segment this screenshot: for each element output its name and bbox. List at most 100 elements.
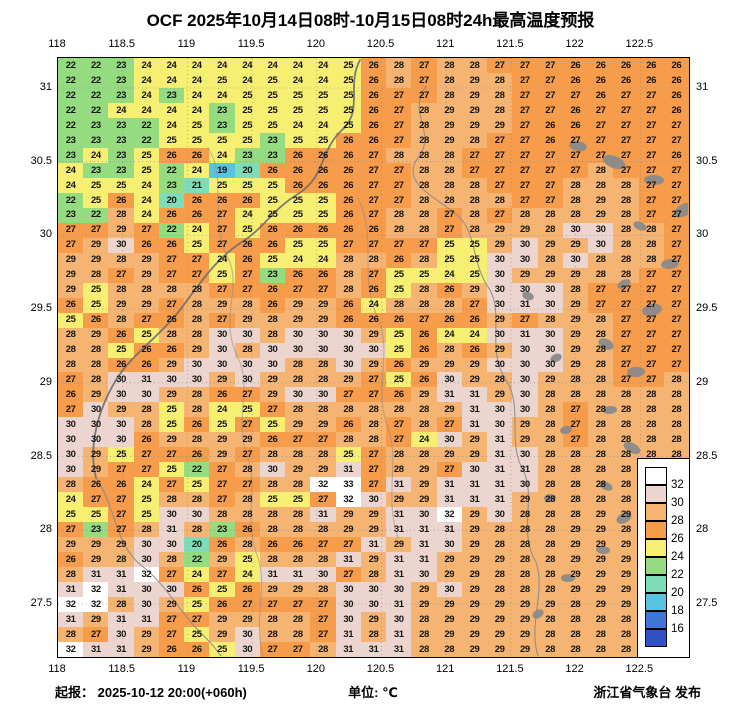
grid-cell: 25	[184, 117, 210, 133]
grid-cell: 25	[259, 492, 286, 508]
grid-cell: 27	[310, 282, 336, 298]
grid-cell: 25	[234, 402, 260, 418]
grid-cell: 27	[386, 87, 412, 103]
grid-cell: 28	[360, 567, 387, 583]
grid-cell: 27	[613, 372, 639, 388]
grid-cell: 27	[663, 222, 689, 238]
grid-cell: 25	[133, 147, 159, 163]
grid-cell: 27	[512, 177, 538, 193]
longitude-tick-label: 122.5	[625, 663, 654, 675]
grid-cell: 27	[259, 597, 286, 613]
grid-cell: 28	[562, 177, 589, 193]
grid-cell: 30	[234, 627, 260, 643]
grid-cell: 30	[386, 612, 412, 628]
grid-cell: 31	[83, 567, 109, 583]
grid-cell: 26	[259, 162, 286, 178]
grid-cell: 26	[335, 297, 361, 313]
grid-cell: 30	[58, 447, 84, 463]
grid-cell: 26	[184, 642, 210, 657]
grid-cell: 29	[234, 312, 260, 328]
grid-cell: 28	[234, 537, 260, 553]
grid-cell: 28	[184, 327, 210, 343]
grid-cell: 25	[184, 237, 210, 253]
longitude-tick-label: 118.5	[108, 663, 136, 675]
grid-cell: 27	[663, 297, 689, 313]
grid-cell: 28	[411, 627, 437, 643]
grid-cell: 28	[588, 642, 614, 657]
grid-cell: 29	[411, 582, 437, 598]
grid-cell: 28	[588, 417, 614, 433]
grid-cell: 28	[588, 327, 614, 343]
grid-cell: 26	[663, 87, 689, 103]
grid-cell: 28	[588, 252, 614, 268]
grid-cell: 28	[613, 627, 639, 643]
grid-cell: 26	[310, 162, 336, 178]
grid-cell: 28	[613, 402, 639, 418]
grid-cell: 30	[310, 327, 336, 343]
grid-cell: 24	[411, 432, 437, 448]
grid-cell: 28	[537, 462, 563, 478]
grid-cell: 31	[83, 642, 109, 657]
grid-cell: 29	[461, 612, 488, 628]
colorbar: 32 30 28 26 24 22 20 18 16	[637, 458, 690, 658]
grid-cell: 28	[461, 132, 488, 148]
grid-cell: 25	[310, 102, 336, 118]
grid-cell: 27	[360, 237, 387, 253]
grid-cell: 27	[638, 312, 664, 328]
grid-cell: 27	[310, 432, 336, 448]
grid-cell: 30	[487, 267, 513, 283]
grid-cell: 27	[487, 162, 513, 178]
grid-cell: 28	[335, 432, 361, 448]
grid-cell: 31	[487, 462, 513, 478]
grid-cell: 26	[259, 237, 286, 253]
grid-cell: 29	[487, 222, 513, 238]
grid-cell: 28	[537, 252, 563, 268]
grid-cell: 27	[234, 477, 260, 493]
grid-cell: 27	[209, 492, 235, 508]
grid-cell: 28	[512, 567, 538, 583]
grid-cell: 24	[209, 58, 235, 73]
grid-cell: 28	[588, 492, 614, 508]
grid-cell: 25	[285, 192, 311, 208]
grid-cell: 30	[158, 372, 185, 388]
grid-cell: 27	[537, 162, 563, 178]
grid-cell: 28	[411, 117, 437, 133]
grid-cell: 27	[209, 207, 235, 223]
grid-cell: 29	[209, 297, 235, 313]
grid-cell: 28	[58, 342, 84, 358]
grid-cell: 28	[133, 417, 159, 433]
grid-cell: 29	[108, 402, 134, 418]
grid-cell: 29	[436, 597, 462, 613]
grid-cell: 27	[638, 162, 664, 178]
grid-cell: 27	[638, 192, 664, 208]
grid-cell: 31	[108, 642, 134, 657]
grid-cell: 23	[108, 87, 134, 103]
grid-cell: 24	[133, 207, 159, 223]
grid-cell: 30	[335, 342, 361, 358]
latitude-tick-label: 28.5	[30, 449, 52, 462]
grid-cell: 27	[562, 417, 589, 433]
grid-cell: 29	[133, 267, 159, 283]
grid-cell: 28	[638, 222, 664, 238]
grid-cell: 28	[83, 342, 109, 358]
grid-cell: 28	[335, 282, 361, 298]
colorbar-label: 26	[671, 533, 684, 545]
grid-cell: 28	[310, 402, 336, 418]
grid-cell: 28	[487, 537, 513, 553]
grid-cell: 29	[436, 447, 462, 463]
grid-cell: 24	[209, 87, 235, 103]
grid-cell: 25	[461, 267, 488, 283]
grid-cell: 27	[360, 387, 387, 403]
grid-cell: 28	[411, 402, 437, 418]
grid-cell: 29	[83, 387, 109, 403]
grid-cell: 26	[335, 147, 361, 163]
latitude-tick-label: 27.5	[30, 596, 52, 609]
grid-cell: 24	[310, 58, 336, 73]
grid-cell: 30	[310, 387, 336, 403]
grid-cell: 27	[360, 147, 387, 163]
latitude-tick-label: 28	[39, 523, 52, 536]
grid-cell: 31	[436, 522, 462, 538]
grid-cell: 29	[83, 537, 109, 553]
grid-cell: 26	[335, 177, 361, 193]
grid-cell: 27	[562, 432, 589, 448]
